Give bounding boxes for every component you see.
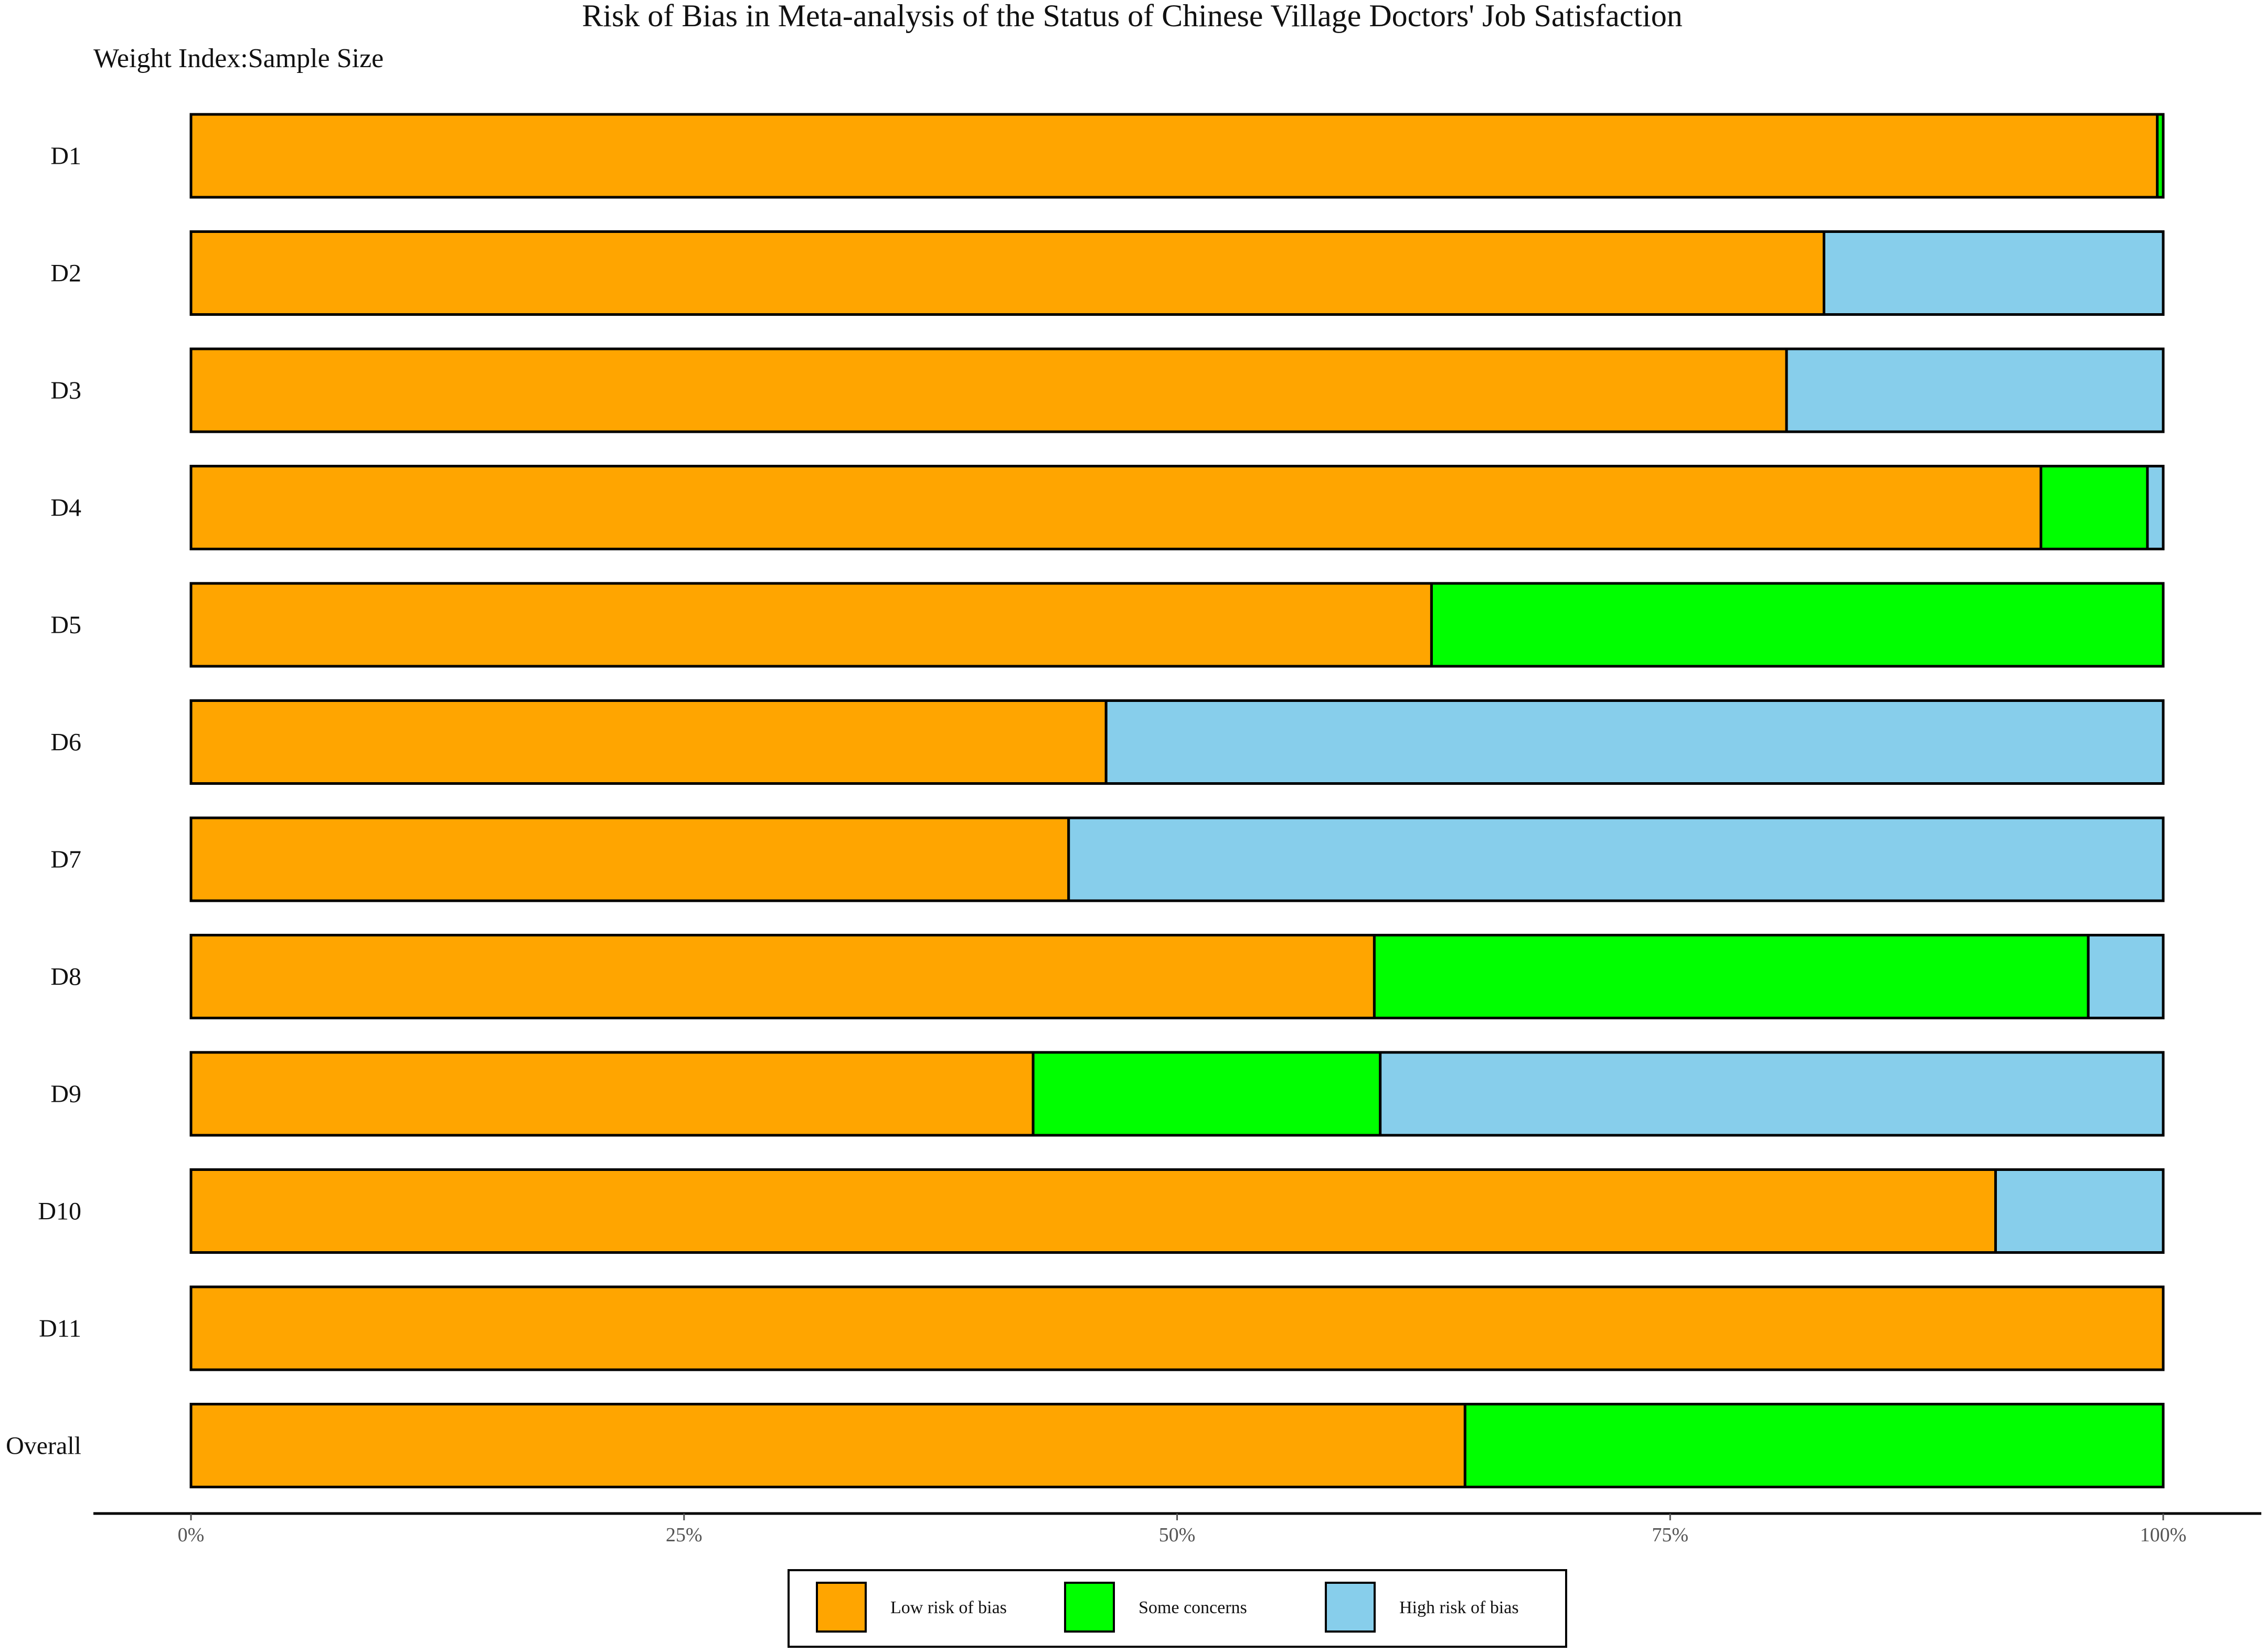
y-label-d9: D9 xyxy=(50,1080,81,1108)
bar-segment-d8-high-risk-of-bias xyxy=(2087,934,2165,1019)
bar-segment-overall-some-concerns xyxy=(1463,1403,2165,1488)
y-label-d5: D5 xyxy=(50,611,81,639)
x-tick-label: 25% xyxy=(666,1524,703,1546)
bar-segment-d3-low-risk-of-bias xyxy=(189,347,1788,433)
bar-outline-d7 xyxy=(189,816,2165,902)
legend-label-low-risk-of-bias: Low risk of bias xyxy=(890,1598,1007,1617)
bar-segment-d5-low-risk-of-bias xyxy=(189,582,1433,668)
bar-outline-d6 xyxy=(189,699,2165,785)
y-label-d4: D4 xyxy=(50,494,81,522)
y-label-d10: D10 xyxy=(38,1198,81,1225)
legend-key-some-concerns xyxy=(1064,1582,1115,1633)
bar-segment-d7-low-risk-of-bias xyxy=(189,816,1070,902)
bar-segment-d7-high-risk-of-bias xyxy=(1067,816,2165,902)
y-axis-labels: D1 D2 D3 D4 D5 D6 D7 D8 D9 D10 D11 Overall xyxy=(6,142,81,1460)
bar-segment-d9-some-concerns xyxy=(1032,1051,1382,1137)
bar-outline-d8 xyxy=(189,934,2165,1019)
legend-label-high-risk-of-bias: High risk of bias xyxy=(1399,1598,1519,1617)
bar-outline-d4 xyxy=(189,465,2165,550)
bar-segment-d6-high-risk-of-bias xyxy=(1104,699,2165,785)
bar-segment-overall-low-risk-of-bias xyxy=(189,1403,1466,1488)
bar-segment-d4-some-concerns xyxy=(2039,465,2149,550)
bar-outline-d3 xyxy=(189,347,2165,433)
x-tick-label: 75% xyxy=(1652,1524,1688,1546)
legend: Low risk of bias Some concerns High risk o… xyxy=(788,1569,1567,1648)
y-label-d7: D7 xyxy=(50,846,81,873)
legend-box xyxy=(788,1569,1567,1648)
bar-segment-d6-low-risk-of-bias xyxy=(189,699,1108,785)
bar-outline-d1 xyxy=(189,113,2165,199)
bar-outline-d10 xyxy=(189,1168,2165,1254)
bar-segment-d8-some-concerns xyxy=(1373,934,2090,1019)
bar-outline-overall xyxy=(189,1403,2165,1488)
x-axis-ticks: 0% 25% 50% 75% 100% xyxy=(178,1514,2187,1546)
bar-segment-d3-high-risk-of-bias xyxy=(1785,347,2165,433)
y-label-d3: D3 xyxy=(50,377,81,404)
legend-key-low-risk-of-bias xyxy=(816,1582,867,1633)
x-tick-label: 100% xyxy=(2140,1524,2187,1546)
bar-outline-d9 xyxy=(189,1051,2165,1137)
bar-segment-d9-low-risk-of-bias xyxy=(189,1051,1035,1137)
bar-segment-d11-low-risk-of-bias xyxy=(189,1285,2165,1371)
bar-segment-d10-low-risk-of-bias xyxy=(189,1168,1997,1254)
y-label-d6: D6 xyxy=(50,729,81,756)
y-label-d8: D8 xyxy=(50,963,81,991)
bar-outline-d11 xyxy=(189,1285,2165,1371)
x-tick-label: 0% xyxy=(178,1524,205,1546)
chart-subtitle: Weight Index:Sample Size xyxy=(93,44,384,73)
bar-segment-d2-low-risk-of-bias xyxy=(189,230,1825,316)
legend-label-some-concerns: Some concerns xyxy=(1139,1598,1247,1617)
y-label-d1: D1 xyxy=(50,142,81,170)
bar-segment-d1-low-risk-of-bias xyxy=(189,113,2159,199)
bar-segment-d4-low-risk-of-bias xyxy=(189,465,2043,550)
legend-key-high-risk-of-bias xyxy=(1325,1582,1376,1633)
bar-segment-d4-high-risk-of-bias xyxy=(2146,465,2165,550)
bar-segment-d10-high-risk-of-bias xyxy=(1994,1168,2165,1254)
bars-group xyxy=(189,113,2165,1488)
bar-outline-d5 xyxy=(189,582,2165,668)
bar-segment-d8-low-risk-of-bias xyxy=(189,934,1376,1019)
bar-segment-d2-high-risk-of-bias xyxy=(1822,230,2165,316)
bar-outline-d2 xyxy=(189,230,2165,316)
y-label-d2: D2 xyxy=(50,260,81,287)
y-label-d11: D11 xyxy=(39,1315,81,1342)
x-tick-label: 50% xyxy=(1159,1524,1196,1546)
chart-title: Risk of Bias in Meta-analysis of the Sta… xyxy=(582,0,1682,33)
bar-segment-d9-high-risk-of-bias xyxy=(1379,1051,2165,1137)
y-label-overall: Overall xyxy=(6,1432,81,1460)
bar-segment-d5-some-concerns xyxy=(1430,582,2165,668)
